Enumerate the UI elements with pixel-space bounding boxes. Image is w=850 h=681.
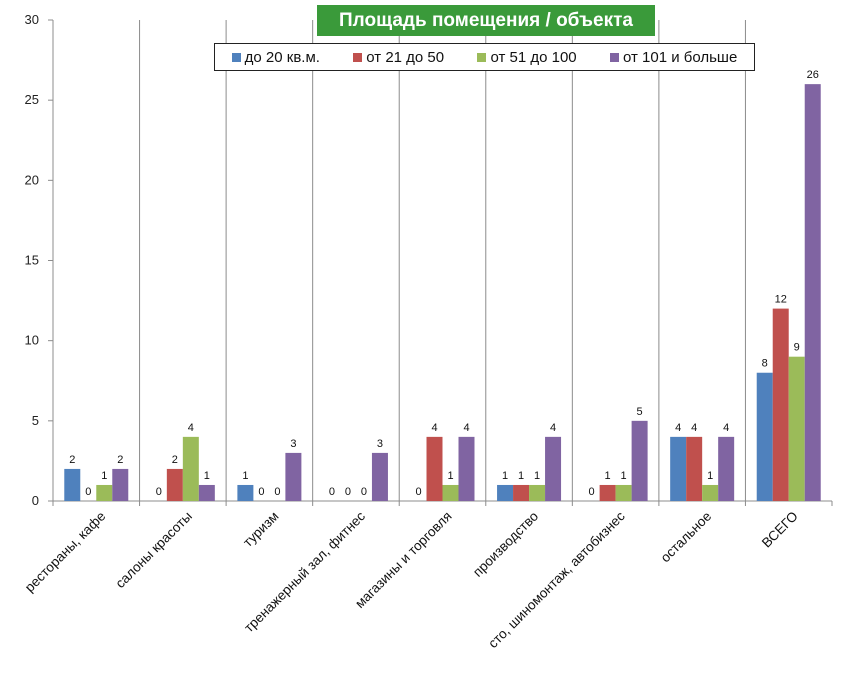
data-label: 1 [621,470,627,482]
bar [285,452,302,501]
bar [166,468,183,501]
bar [670,436,687,501]
data-label: 0 [361,486,367,498]
legend-label-series-4: от 101 и больше [622,48,738,66]
legend-item-series-3: от 51 до 100 [477,48,577,66]
category-label: производство [470,509,541,580]
data-label: 5 [637,406,643,418]
bar [718,436,735,501]
data-label: 1 [447,470,453,482]
category-label: салоны красоты [112,509,194,591]
y-tick-label: 5 [32,413,39,428]
bar [64,468,81,501]
data-label: 4 [723,422,729,434]
data-label: 2 [69,454,75,466]
data-label: 1 [534,470,540,482]
bar [599,484,616,501]
category-label: сто, шиномонтаж, автобизнес [485,508,628,651]
legend: до 20 кв.м. от 21 до 50 от 51 до 100 от … [214,43,755,71]
data-label: 12 [775,294,787,306]
bar [96,484,113,501]
bar [615,484,632,501]
data-label: 1 [707,470,713,482]
y-tick-label: 30 [25,12,39,27]
y-tick-label: 25 [25,92,39,107]
data-label: 4 [550,422,556,434]
data-label: 0 [415,486,421,498]
data-label: 0 [345,486,351,498]
data-label: 0 [329,486,335,498]
bar [198,484,215,501]
category-label: туризм [240,509,281,550]
data-label: 2 [117,454,123,466]
data-label: 26 [807,69,819,81]
data-label: 1 [101,470,107,482]
data-label: 0 [274,486,280,498]
data-label: 4 [463,422,469,434]
data-label: 0 [589,486,595,498]
y-tick-label: 20 [25,172,39,187]
bar [112,468,129,501]
bar [182,436,199,501]
data-label: 1 [204,470,210,482]
bar [513,484,530,501]
bar [788,356,805,501]
bar [442,484,459,501]
data-label: 1 [242,470,248,482]
chart-title: Площадь помещения / объекта [317,5,655,36]
bar [631,420,648,501]
category-label: остальное [658,509,715,566]
data-label: 9 [794,342,800,354]
bar [237,484,254,501]
data-label: 3 [290,438,296,450]
data-label: 1 [502,470,508,482]
bar [529,484,546,501]
data-label: 4 [431,422,437,434]
bar [772,308,789,501]
legend-label-series-3: от 51 до 100 [490,48,577,66]
legend-item-series-1: до 20 кв.м. [231,48,320,66]
bar [804,84,821,501]
data-label: 1 [605,470,611,482]
bar [426,436,443,501]
category-label: ВСЕГО [759,509,801,551]
data-label: 8 [762,358,768,370]
legend-swatch-series-3 [477,52,487,62]
y-tick-label: 15 [25,253,39,268]
bar [686,436,703,501]
legend-label-series-2: от 21 до 50 [366,48,445,66]
data-label: 4 [675,422,681,434]
y-tick-label: 10 [25,333,39,348]
bar [756,372,773,501]
data-label: 3 [377,438,383,450]
data-label: 4 [188,422,194,434]
category-label: рестораны, кафе [22,509,108,595]
category-label: магазины и торговля [352,509,454,611]
legend-swatch-series-2 [353,52,363,62]
legend-item-series-2: от 21 до 50 [353,49,444,66]
data-label: 0 [258,486,264,498]
bar [458,436,475,501]
bar [497,484,514,501]
data-label: 1 [518,470,524,482]
data-label: 0 [85,486,91,498]
bar [371,452,388,501]
legend-label-series-1: до 20 кв.м. [244,48,320,66]
bar [545,436,562,501]
data-label: 4 [691,422,697,434]
bar [702,484,719,501]
legend-item-series-4: от 101 и больше [609,48,738,66]
data-label: 2 [172,454,178,466]
legend-swatch-series-4 [609,52,619,62]
data-label: 0 [156,486,162,498]
legend-swatch-series-1 [231,52,241,62]
y-tick-label: 0 [32,493,39,508]
